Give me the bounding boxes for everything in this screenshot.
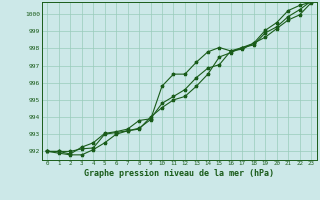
- X-axis label: Graphe pression niveau de la mer (hPa): Graphe pression niveau de la mer (hPa): [84, 169, 274, 178]
